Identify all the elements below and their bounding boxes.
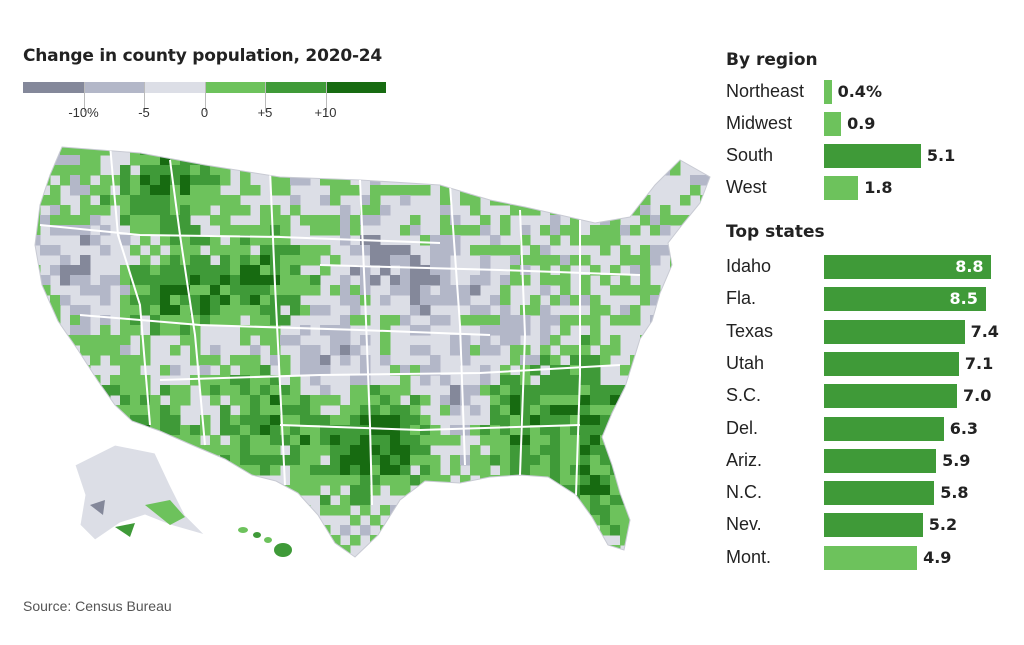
- legend-bin: [144, 82, 205, 93]
- state-label: Utah: [726, 352, 765, 373]
- region-label: South: [726, 145, 774, 165]
- state-value: 4.9: [923, 547, 952, 567]
- state-value: 6.3: [949, 418, 979, 438]
- state-value: 5.2: [928, 515, 958, 535]
- legend-divider: [265, 82, 266, 112]
- state-bar: [824, 481, 935, 506]
- legend-tick-label: +5: [257, 105, 273, 120]
- alaska-inset: [74, 444, 207, 541]
- state-label: N.C.: [726, 482, 762, 503]
- region-bar: [824, 176, 859, 200]
- state-label: Idaho: [726, 256, 772, 276]
- state-value: 8.5: [949, 289, 978, 309]
- legend-bin: [23, 82, 84, 93]
- state-label: Mont.: [726, 546, 772, 567]
- legend-divider: [144, 82, 145, 112]
- state-bar: [824, 416, 944, 441]
- region-label: Midwest: [726, 113, 793, 133]
- legend-bin: [204, 82, 265, 93]
- state-label: Nev.: [726, 514, 762, 535]
- region-value: 5.1: [926, 146, 956, 165]
- state-value: 8.8: [955, 257, 984, 276]
- state-value: 7.0: [963, 386, 992, 406]
- legend-tick-label: -5: [138, 105, 150, 120]
- state-bar: [824, 255, 992, 279]
- state-value: 5.9: [942, 450, 971, 470]
- legend-bin: [265, 82, 326, 93]
- legend-divider: [204, 82, 206, 112]
- color-legend: -10% -5 0 +5 +10: [23, 82, 387, 122]
- region-bar: [824, 80, 832, 104]
- state-label: Texas: [726, 320, 774, 341]
- legend-bin: [83, 82, 144, 93]
- state-bar: [824, 513, 923, 538]
- legend-tick-label: +10: [314, 105, 337, 120]
- map-title: Change in county population, 2020-24: [23, 46, 383, 66]
- state-value: 7.1: [964, 353, 994, 373]
- hawaii-inset: [238, 527, 292, 557]
- region-bar: [824, 112, 842, 136]
- region-heading: By region: [726, 50, 818, 70]
- legend-bin: [325, 82, 386, 93]
- legend-tick-label: -10%: [68, 105, 99, 120]
- state-value: 5.8: [940, 483, 969, 503]
- legend-divider: [325, 82, 327, 112]
- source-note: Source: Census Bureau: [23, 598, 172, 614]
- top-states-heading: Top states: [726, 222, 825, 242]
- state-bar: [824, 545, 918, 570]
- state-label: Ariz.: [726, 449, 762, 470]
- legend-tick-label: 0: [200, 105, 209, 120]
- state-bar: [824, 351, 959, 376]
- legend-divider: [83, 82, 85, 112]
- state-label: S.C.: [726, 385, 762, 406]
- state-value: 7.4: [970, 321, 999, 341]
- state-bar: [824, 319, 965, 344]
- state-bar: [824, 448, 937, 473]
- county-map: [20, 125, 720, 575]
- region-value: 0.4%: [837, 82, 882, 101]
- bar-panel: By region Northeast 0.4% Midwest 0.9 South 5.1…: [726, 0, 1016, 645]
- state-label: Del.: [726, 417, 759, 438]
- region-label: West: [726, 177, 767, 197]
- region-value: 1.8: [864, 178, 893, 197]
- state-bar: [824, 287, 986, 312]
- region-value: 0.9: [847, 114, 876, 133]
- state-label: Fla.: [726, 288, 757, 309]
- region-label: Northeast: [726, 81, 805, 101]
- state-bar: [824, 384, 957, 409]
- us-county-map-svg: [34, 146, 711, 558]
- region-bar: [824, 144, 921, 168]
